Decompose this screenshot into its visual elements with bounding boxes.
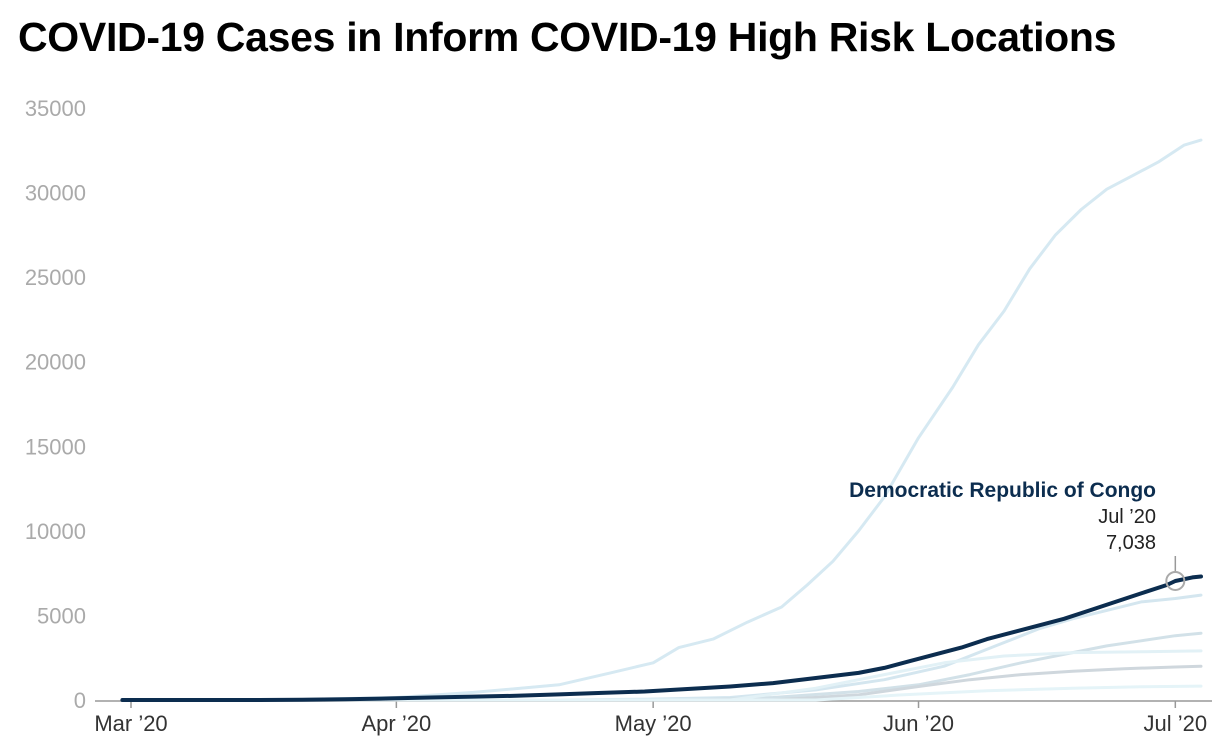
annotation-date: Jul ’20 bbox=[1098, 506, 1156, 528]
x-tick-label: Jun ’20 bbox=[883, 711, 954, 736]
series-line[interactable]: Highest case series bbox=[120, 138, 1203, 702]
x-tick-label: May ’20 bbox=[615, 711, 692, 736]
x-axis: Mar ’20 Apr ’20 May ’20 Jun ’20 Jul ’20 bbox=[94, 700, 1212, 736]
x-tick-label: Mar ’20 bbox=[94, 711, 167, 736]
series-line[interactable]: Series D bbox=[120, 649, 1203, 702]
annotation-value: 7,038 bbox=[1106, 532, 1156, 554]
y-tick-label: 15000 bbox=[25, 434, 86, 459]
annotation-series-name: Democratic Republic of Congo bbox=[849, 479, 1156, 502]
chart-title: COVID-19 Cases in Inform COVID-19 High R… bbox=[18, 14, 1117, 60]
y-tick-label: 10000 bbox=[25, 519, 86, 544]
series-line[interactable]: Series C bbox=[120, 631, 1203, 702]
y-tick-label: 30000 bbox=[25, 181, 86, 206]
series-line[interactable]: Series E bbox=[120, 664, 1203, 702]
x-tick-label: Jul ’20 bbox=[1144, 711, 1208, 736]
series-line[interactable]: Series F bbox=[120, 684, 1203, 702]
series-line[interactable]: Series B bbox=[120, 593, 1203, 702]
y-tick-label: 0 bbox=[74, 688, 86, 713]
y-axis: 0 5000 10000 15000 20000 25000 30000 35000 bbox=[25, 96, 86, 713]
y-tick-label: 5000 bbox=[37, 603, 86, 628]
y-tick-label: 35000 bbox=[25, 96, 86, 121]
x-tick-label: Apr ’20 bbox=[362, 711, 432, 736]
y-tick-label: 25000 bbox=[25, 265, 86, 290]
annotation-marker[interactable] bbox=[1165, 570, 1186, 591]
y-tick-label: 20000 bbox=[25, 350, 86, 375]
annotation: Democratic Republic of Congo Jul ’20 7,0… bbox=[849, 479, 1186, 591]
series-line-highlight[interactable]: Democratic Republic of Congo bbox=[120, 574, 1203, 702]
series-layer: Highest case seriesSeries BSeries CSerie… bbox=[120, 138, 1203, 702]
